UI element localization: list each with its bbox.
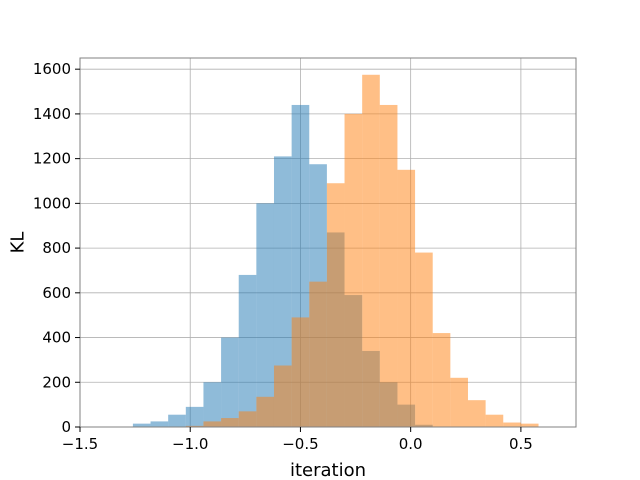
- x-tick-label: −0.5: [282, 435, 318, 453]
- axis-ticks: −1.5 −1.0 −0.5 0.0 0.5 0 200 400 600 800 1000 1200 1…: [33, 60, 533, 453]
- histogram-bar-series-1: [132, 423, 151, 427]
- histogram-bar-series-1: [203, 382, 222, 427]
- x-tick-label: −1.0: [172, 435, 208, 453]
- histogram-bar-series-2: [432, 333, 451, 427]
- histogram-bar-series-2: [415, 252, 433, 427]
- histogram-bar-series-1: [168, 414, 186, 427]
- histogram-bar-series-2: [362, 74, 380, 427]
- y-tick-label: 1200: [33, 150, 71, 168]
- x-axis-label: iteration: [290, 460, 366, 480]
- histogram-bar-series-1: [273, 156, 292, 427]
- histogram-bar-series-2: [450, 377, 468, 427]
- histogram-bar-series-2: [185, 425, 204, 427]
- histogram-bar-series-2: [485, 414, 504, 427]
- y-axis-label: KL: [7, 232, 28, 254]
- histogram-bar-series-2: [520, 423, 539, 427]
- y-tick-label: 800: [42, 239, 71, 257]
- histogram-bar-series-2: [467, 400, 486, 427]
- histogram-bar-series-2: [291, 317, 310, 427]
- histogram-bar-series-2: [379, 104, 398, 428]
- histogram-bar-series-2: [344, 113, 363, 427]
- histogram-bar-series-2: [397, 169, 416, 427]
- histogram-bar-series-1: [221, 337, 239, 427]
- histogram-bar-series-1: [185, 406, 204, 427]
- y-tick-label: 600: [42, 284, 71, 302]
- y-tick-label: 0: [61, 418, 71, 436]
- x-tick-label: −1.5: [62, 435, 98, 453]
- plot-frame: [79, 57, 577, 428]
- y-tick-label: 1600: [33, 60, 71, 78]
- histogram-bar-series-1: [256, 203, 274, 427]
- histogram-bar-series-2: [326, 183, 345, 427]
- histogram-bar-series-2: [256, 396, 274, 427]
- histogram-bar-series-2: [503, 422, 521, 427]
- y-tick-label: 400: [42, 329, 71, 347]
- histogram-bar-series-2: [203, 421, 222, 427]
- histogram-bar-series-2: [238, 411, 257, 427]
- histogram-bar-series-2: [273, 365, 292, 427]
- y-tick-label: 200: [42, 373, 71, 391]
- histogram-bar-series-2: [309, 281, 327, 427]
- histogram-bar-series-1: [238, 274, 257, 427]
- y-tick-label: 1000: [33, 194, 71, 212]
- histogram-bar-series-1: [150, 421, 169, 427]
- x-tick-label: 0.5: [509, 435, 533, 453]
- x-tick-label: 0.0: [399, 435, 423, 453]
- histogram-bars: [132, 74, 539, 428]
- histogram-bar-series-2: [221, 418, 239, 427]
- y-tick-label: 1400: [33, 105, 71, 123]
